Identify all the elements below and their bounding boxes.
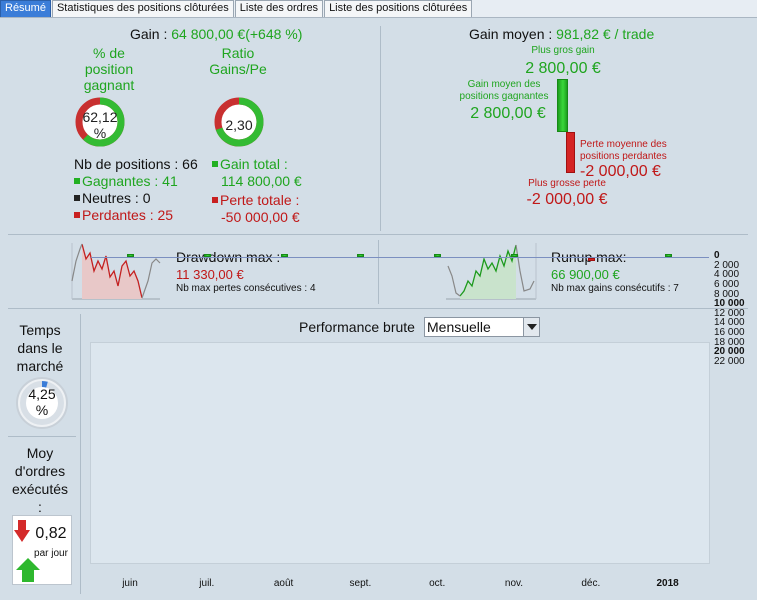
legend-swatch-red [74,212,80,219]
gain-moyen-value: 981,82 € / trade [556,26,655,42]
tab-bar: Résumé Statistiques des positions clôtur… [0,0,757,18]
drawdown-sparkline [71,243,161,300]
bar-5 [511,254,518,257]
legend-swatch-red [212,197,218,204]
bar-6 [587,258,595,261]
perte-totale-value: -50 000,00 € [221,209,300,225]
performance-label: Performance brute [299,319,415,335]
moy-ordres-value: 0,82 [35,525,67,542]
moy-ordres-unit: par jour [34,548,68,559]
zero-line [91,257,709,258]
gain-moyen-bar [557,79,568,132]
divider [8,308,748,309]
runup-sub: Nb max gains consécutifs : 7 [551,283,679,294]
gain-moyen-gagnantes-value: 2 800,00 € [470,105,546,122]
tab-resume[interactable]: Résumé [0,0,51,17]
x-tick-label: sept. [349,578,372,589]
y-tick-label: 2 000 [714,259,740,271]
legend-swatch-green [74,178,80,185]
perte-totale-label: Perte totale : [212,192,299,208]
plus-gros-gain-value: 2 800,00 € [525,60,601,77]
y-tick-label: 6 000 [714,278,740,290]
runup-sparkline [446,243,537,300]
y-tick-label: 12 000 [714,307,745,319]
perte-moyenne-bar [566,132,575,173]
y-tick-label: 18 000 [714,336,745,348]
pct-gagnant-label: % de position gagnant [83,45,135,93]
y-tick-label: 4 000 [714,269,740,281]
gain-moyen-label: Gain moyen : [469,26,553,42]
gain-value: 64 800,00 € [171,26,246,42]
perte-moyenne-label: Perte moyenne des positions perdantes [580,139,667,162]
performance-chart [90,254,710,564]
tab-liste-positions[interactable]: Liste des positions clôturées [324,0,473,17]
x-tick-label: juin [122,578,138,589]
tab-liste-ordres[interactable]: Liste des ordres [234,0,324,17]
drawdown-value: 11 330,00 € [176,267,244,282]
temps-gauge [16,377,68,429]
bar-2 [280,254,288,257]
y-tick-label: 10 000 [714,298,745,310]
period-select[interactable]: Mensuelle [424,317,540,337]
perdantes-row: Perdantes : 25 [74,207,173,223]
gagnantes-row: Gagnantes : 41 [74,173,178,189]
x-tick-label: 2018 [656,578,679,589]
buy-sell-arrows-icon [14,520,40,582]
y-tick-label: 20 000 [714,346,745,358]
period-select-value: Mensuelle [427,319,491,335]
gain-moyen-line: Gain moyen : 981,82 € / trade [469,26,654,42]
plus-grosse-perte-label: Plus grosse perte [528,178,606,189]
bar-1 [203,254,211,257]
temps-value: 4,25 % [28,386,56,418]
runup-value: 66 900,00 € [551,267,620,282]
resume-panel: Gain : 64 800,00 €(+648 %) % de position… [0,18,757,600]
bar-0 [127,254,134,257]
x-tick-label: août [273,578,294,589]
x-tick-label: déc. [581,578,601,589]
divider [80,314,81,594]
x-tick-label: juil. [199,578,215,589]
ratio-value: 2,30 [225,117,253,133]
tab-statistiques[interactable]: Statistiques des positions clôturées [51,0,234,17]
legend-swatch-black [74,195,80,202]
bar-7 [664,254,672,257]
divider [380,26,381,231]
ratio-donut [214,97,264,147]
temps-label: Temps dans le marché [16,322,64,374]
y-tick-label: 22 000 [714,356,745,367]
divider [8,234,748,235]
y-tick-label: 8 000 [714,288,740,300]
bar-4 [434,254,442,257]
gain-total-value: 114 800,00 € [221,173,302,189]
pct-gagnant-value: 62,12 % [82,109,118,141]
gain-pct: (+648 %) [245,26,303,42]
divider [378,240,379,304]
legend-swatch-green [212,161,218,168]
perte-moyenne-value: -2 000,00 € [580,163,661,180]
neutres-row: Neutres : 0 [74,190,150,206]
moy-ordres-label: Moy d'ordres exécutés : [11,445,69,515]
x-tick-label: nov. [504,578,524,589]
plus-gros-gain-label: Plus gros gain [531,45,595,56]
gain-total-label: Gain total : [212,156,288,172]
drawdown-sub: Nb max pertes consécutives : 4 [176,283,316,294]
pct-gagnant-donut [75,97,125,147]
divider [8,436,76,437]
y-tick-label: 16 000 [714,327,745,339]
plus-grosse-perte-value: -2 000,00 € [526,191,608,208]
y-tick-label: 14 000 [714,317,745,329]
gain-moyen-gagnantes-label: Gain moyen des positions gagnantes [459,79,549,102]
ratio-label: Ratio Gains/Pe [209,45,267,77]
nb-positions: Nb de positions : 66 [74,156,198,172]
x-tick-label: oct. [429,578,446,589]
gain-label: Gain : [130,26,168,42]
bar-3 [357,254,365,257]
chevron-down-icon[interactable] [523,318,539,336]
y-tick-label: 0 [714,250,720,261]
gain-line: Gain : 64 800,00 €(+648 %) [130,26,302,42]
